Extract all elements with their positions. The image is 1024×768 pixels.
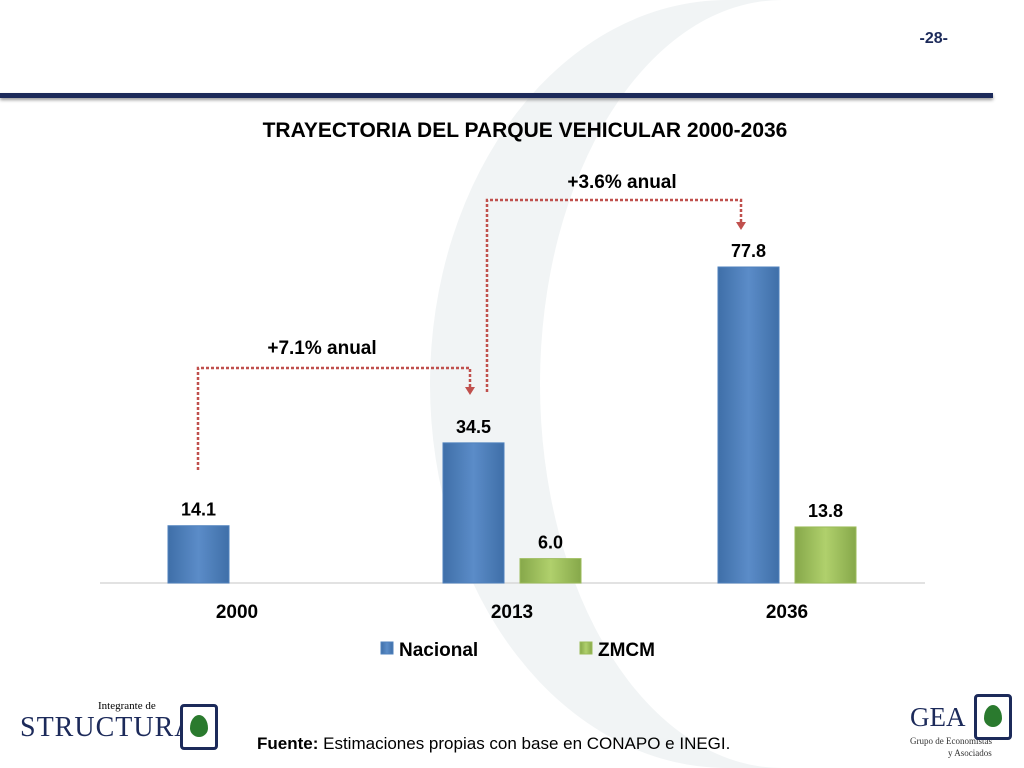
data-label: 34.5: [456, 417, 491, 437]
logo-right-line1: Grupo de Economistas: [910, 736, 992, 746]
x-tick-label: 2036: [766, 602, 808, 623]
logo-left-big-text: STRUCTURA: [20, 712, 196, 743]
x-tick-label: 2013: [491, 602, 533, 623]
x-tick-label: 2000: [216, 602, 258, 623]
arrow-head-icon: [736, 222, 746, 230]
bar-zmcm-2013: [519, 558, 582, 584]
source-text: Estimaciones propias con base en CONAPO …: [318, 734, 731, 753]
legend-label: ZMCM: [598, 640, 655, 661]
background-shape-inner: [540, 0, 1024, 768]
bar-nacional-2036: [717, 266, 780, 584]
growth-arrow-line: [485, 198, 743, 392]
source-label: Fuente:: [257, 734, 319, 753]
chart-title: TRAYECTORIA DEL PARQUE VEHICULAR 2000-20…: [262, 119, 788, 142]
legend-label: Nacional: [399, 640, 478, 661]
data-label: 6.0: [538, 533, 563, 553]
growth-annotation: +7.1% anual: [267, 338, 376, 359]
bar-nacional-2000: [167, 525, 230, 584]
bar-zmcm-2036: [794, 526, 857, 584]
arrow-head-icon: [465, 387, 475, 395]
logo-left-small-text: Integrante de: [98, 700, 156, 712]
header-rule: [0, 93, 993, 98]
data-label: 77.8: [731, 241, 766, 261]
data-label: 14.1: [181, 500, 216, 520]
growth-arrow-line: [196, 366, 472, 470]
gea-logo: GEA Grupo de Economistas y Asociados: [910, 694, 1014, 762]
legend-swatch-icon: [380, 641, 394, 655]
growth-annotation: +3.6% anual: [567, 172, 676, 193]
page-number: -28-: [919, 30, 948, 47]
structura-mark-icon: [180, 704, 218, 750]
legend-swatch-icon: [579, 641, 593, 655]
logo-right-big-text: GEA: [910, 702, 966, 732]
data-label: 13.8: [808, 501, 843, 521]
source-note: Fuente: Estimaciones propias con base en…: [257, 734, 730, 754]
bar-nacional-2013: [442, 442, 505, 584]
gea-mark-icon: [974, 694, 1012, 740]
structura-logo: Integrante de STRUCTURA: [20, 700, 220, 750]
logo-right-line2: y Asociados: [948, 748, 992, 758]
